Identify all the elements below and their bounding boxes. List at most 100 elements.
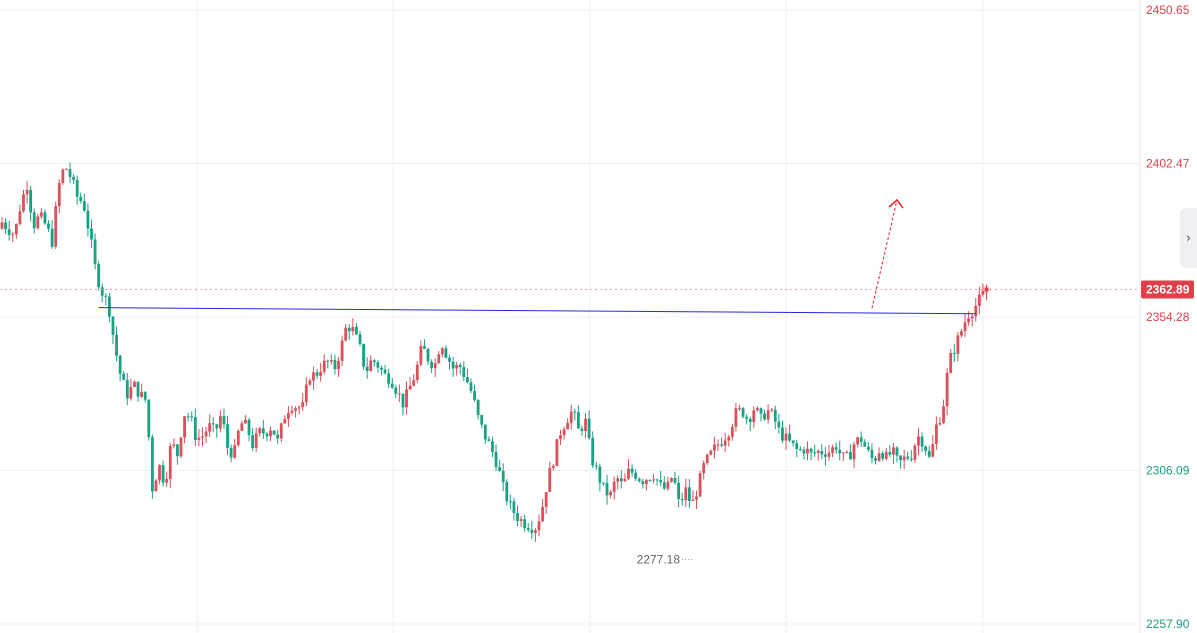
- candle-body: [104, 295, 108, 297]
- candle-body: [870, 449, 874, 459]
- candle-body: [147, 399, 151, 438]
- candle-body: [265, 433, 269, 437]
- expand-panel-button[interactable]: ›: [1180, 208, 1197, 268]
- candle-body: [834, 447, 838, 450]
- last-price-dot: [984, 287, 989, 292]
- candle-body: [90, 228, 93, 240]
- candle-body: [301, 402, 305, 408]
- candle-body: [831, 447, 834, 453]
- candle-body: [770, 409, 774, 411]
- candle-body: [580, 428, 584, 432]
- candle-body: [161, 465, 165, 483]
- candle-body: [65, 169, 68, 171]
- candle-body: [229, 448, 233, 458]
- candle-body: [190, 416, 194, 418]
- candle-body: [297, 407, 301, 409]
- candle-body: [909, 458, 913, 460]
- candle-body: [838, 449, 842, 454]
- candle-body: [684, 487, 688, 501]
- candle-body: [61, 169, 65, 183]
- candle-body: [154, 480, 158, 492]
- candle-body: [519, 519, 523, 521]
- candle-body: [902, 456, 906, 461]
- candle-body: [308, 380, 312, 385]
- candle-body: [763, 413, 766, 420]
- candle-body: [258, 428, 262, 434]
- candle-body: [480, 415, 484, 425]
- candle-body: [426, 348, 430, 362]
- y-tick-label: 2257.90: [1146, 617, 1190, 631]
- candle-body: [956, 335, 960, 354]
- candle-body: [623, 478, 627, 482]
- candle-body: [698, 473, 702, 497]
- candle-body: [960, 331, 963, 336]
- candle-body: [54, 206, 58, 247]
- candle-body: [93, 239, 97, 265]
- candle-body: [333, 359, 337, 370]
- candle-body: [487, 439, 491, 442]
- candle-body: [949, 353, 953, 373]
- candle-body: [745, 416, 749, 419]
- candle-body: [97, 264, 101, 288]
- candle-body: [236, 430, 240, 446]
- candle-body: [888, 452, 892, 455]
- candle-body: [573, 411, 577, 413]
- candle-body: [133, 381, 136, 388]
- candle-body: [913, 445, 917, 460]
- candle-body: [673, 478, 677, 483]
- candle-body: [784, 433, 788, 441]
- candle-body: [226, 424, 229, 449]
- candle-body: [963, 322, 967, 332]
- candle-body: [655, 479, 659, 481]
- candle-body: [534, 530, 537, 533]
- candle-body: [648, 479, 652, 481]
- candle-body: [652, 479, 655, 481]
- candle-body: [798, 449, 802, 451]
- candle-body: [57, 182, 61, 207]
- candle-body: [845, 451, 849, 453]
- low-price-label: 2277.18: [637, 553, 681, 567]
- chevron-right-icon: ›: [1185, 230, 1192, 246]
- candle-body: [118, 355, 122, 374]
- candle-body: [437, 354, 441, 364]
- candle-body: [43, 212, 47, 224]
- candle-body: [376, 362, 380, 368]
- candle-body: [709, 450, 713, 455]
- candle-body: [627, 468, 630, 479]
- candle-body: [211, 423, 215, 425]
- candle-body: [619, 478, 623, 482]
- candle-body: [516, 513, 519, 521]
- candle-body: [555, 439, 559, 466]
- candle-body: [419, 346, 423, 365]
- candle-body: [677, 482, 681, 500]
- candle-body: [523, 519, 527, 529]
- candle-body: [469, 382, 473, 392]
- candle-body: [466, 377, 469, 383]
- candle-body: [562, 429, 566, 436]
- candle-body: [680, 499, 684, 501]
- candle-body: [136, 381, 140, 397]
- candle-body: [197, 437, 201, 440]
- candle-body: [788, 433, 791, 441]
- candle-body: [326, 360, 330, 362]
- candle-body: [730, 426, 734, 437]
- candle-body: [934, 424, 938, 445]
- candle-body: [365, 366, 369, 372]
- candle-body: [924, 446, 928, 451]
- candle-body: [408, 385, 412, 390]
- candle-body: [942, 406, 945, 423]
- candle-body: [974, 305, 978, 317]
- candle-body: [122, 373, 126, 380]
- candle-body: [458, 365, 462, 368]
- candle-body: [734, 408, 738, 427]
- candle-body: [634, 472, 638, 479]
- candle-body: [802, 449, 806, 454]
- candle-body: [50, 228, 54, 247]
- last-price-tag: [1141, 280, 1194, 299]
- candle-body: [945, 372, 949, 407]
- candle-body: [641, 481, 645, 484]
- candle-body: [254, 433, 258, 449]
- candle-body: [906, 456, 910, 459]
